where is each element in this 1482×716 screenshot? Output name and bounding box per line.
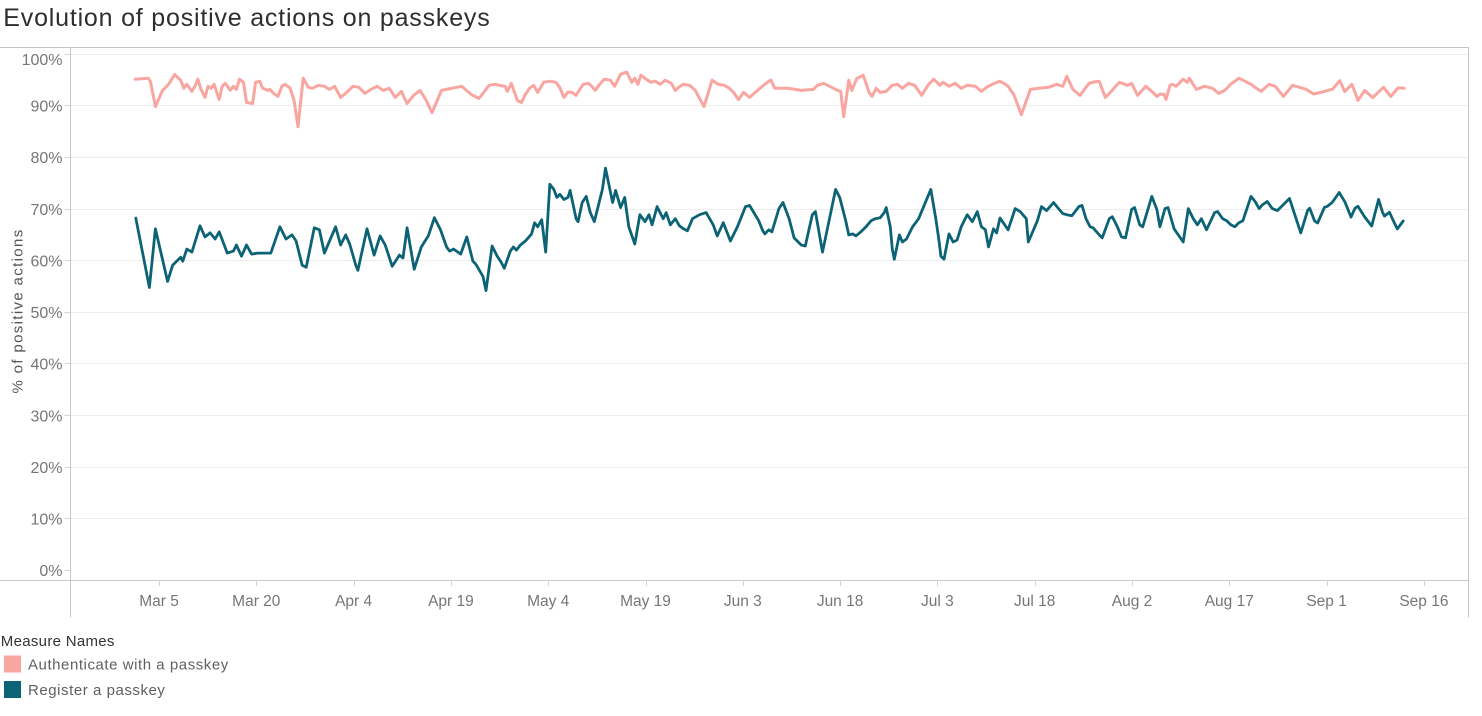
svg-text:30%: 30% bbox=[30, 408, 62, 425]
svg-text:Evolution of positive actions: Evolution of positive actions on passkey… bbox=[3, 4, 490, 32]
svg-text:90%: 90% bbox=[30, 99, 62, 116]
svg-text:Apr 19: Apr 19 bbox=[428, 593, 474, 610]
svg-text:80%: 80% bbox=[30, 150, 62, 167]
svg-text:20%: 20% bbox=[30, 460, 62, 477]
svg-text:40%: 40% bbox=[30, 357, 62, 374]
svg-text:50%: 50% bbox=[30, 305, 62, 322]
svg-text:0%: 0% bbox=[39, 563, 62, 580]
svg-text:May 19: May 19 bbox=[620, 593, 671, 610]
svg-text:100%: 100% bbox=[22, 52, 63, 69]
svg-text:Authenticate with a passkey: Authenticate with a passkey bbox=[28, 657, 229, 674]
svg-text:Jul 18: Jul 18 bbox=[1014, 593, 1055, 610]
svg-text:Apr 4: Apr 4 bbox=[335, 593, 372, 610]
svg-text:May 4: May 4 bbox=[527, 593, 570, 610]
svg-text:70%: 70% bbox=[30, 202, 62, 219]
svg-text:Aug 17: Aug 17 bbox=[1205, 593, 1254, 610]
svg-text:% of positive actions: % of positive actions bbox=[10, 228, 27, 393]
svg-text:60%: 60% bbox=[30, 253, 62, 270]
svg-text:Register a passkey: Register a passkey bbox=[28, 682, 165, 699]
svg-text:Mar 20: Mar 20 bbox=[232, 593, 281, 610]
svg-text:Sep 16: Sep 16 bbox=[1399, 593, 1448, 610]
svg-text:Jul 3: Jul 3 bbox=[921, 593, 954, 610]
svg-text:Jun 18: Jun 18 bbox=[817, 593, 864, 610]
svg-text:Mar 5: Mar 5 bbox=[139, 593, 179, 610]
svg-text:Measure Names: Measure Names bbox=[1, 633, 115, 650]
svg-text:Sep 1: Sep 1 bbox=[1306, 593, 1347, 610]
svg-text:10%: 10% bbox=[30, 512, 62, 529]
svg-text:Jun 3: Jun 3 bbox=[724, 593, 762, 610]
svg-text:Aug 2: Aug 2 bbox=[1112, 593, 1153, 610]
